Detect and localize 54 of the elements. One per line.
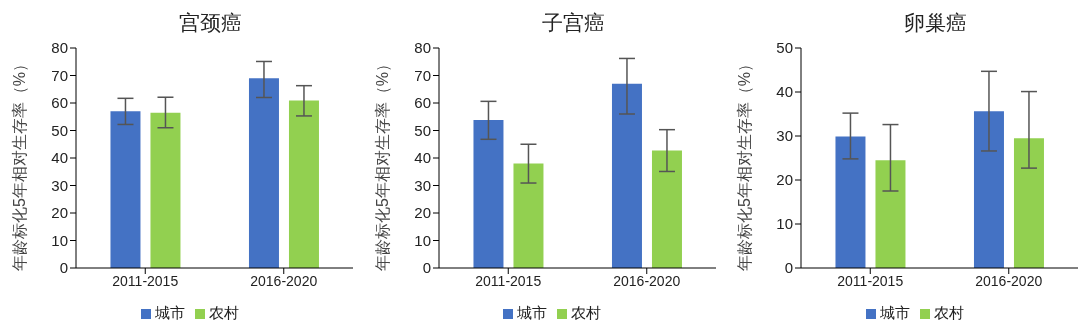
y-axis-title: 年龄标化5年相对生存率（%）: [10, 55, 30, 271]
bar: [875, 160, 906, 268]
y-tick-label: 10: [413, 231, 431, 249]
bar: [472, 120, 503, 268]
bar: [150, 112, 181, 268]
bar: [611, 83, 642, 268]
y-tick-label: 20: [776, 171, 793, 189]
y-tick-label: 50: [413, 121, 431, 139]
legend-label: 城市: [879, 304, 910, 321]
x-tick-label: 2011-2015: [112, 272, 179, 289]
y-tick-label: 60: [51, 94, 68, 112]
y-tick-label: 70: [413, 66, 431, 84]
y-tick-label: 50: [776, 39, 793, 57]
legend-label: 农村: [933, 304, 964, 321]
y-tick-label: 30: [51, 176, 68, 194]
y-tick-label: 80: [413, 39, 431, 57]
legend-label: 城市: [154, 304, 185, 321]
y-tick-label: 80: [51, 39, 68, 57]
bar: [835, 136, 866, 268]
legend-label: 农村: [571, 304, 601, 321]
y-tick-label: 10: [776, 215, 793, 233]
bar: [651, 150, 682, 268]
chart-title: 宫颈癌: [178, 10, 243, 36]
y-tick-label: 40: [413, 149, 431, 167]
y-tick-label: 70: [51, 66, 68, 84]
bar: [110, 111, 141, 268]
y-tick-label: 0: [422, 259, 431, 277]
y-tick-label: 50: [51, 121, 68, 139]
legend-label: 城市: [517, 304, 547, 321]
y-tick-label: 30: [413, 176, 431, 194]
x-tick-label: 2016-2020: [250, 272, 318, 289]
bar: [1013, 138, 1044, 268]
y-tick-label: 0: [784, 259, 793, 277]
y-tick-label: 0: [59, 259, 68, 277]
x-tick-label: 2016-2020: [975, 272, 1043, 289]
y-axis-title: 年龄标化5年相对生存率（%）: [373, 55, 392, 271]
y-tick-label: 30: [776, 127, 793, 145]
x-tick-label: 2011-2015: [474, 272, 541, 289]
y-tick-label: 10: [51, 231, 68, 249]
y-tick-label: 60: [413, 94, 431, 112]
x-tick-label: 2016-2020: [612, 272, 680, 289]
y-tick-label: 40: [51, 149, 68, 167]
y-tick-label: 20: [51, 204, 68, 222]
bar: [512, 163, 543, 268]
x-tick-label: 2011-2015: [837, 272, 904, 289]
chart-title: 卵巢癌: [903, 10, 968, 36]
legend-label: 农村: [208, 304, 239, 321]
chart-title: 子宫癌: [540, 10, 606, 36]
y-axis-title: 年龄标化5年相对生存率（%）: [735, 55, 755, 271]
y-tick-label: 40: [776, 83, 793, 101]
bar: [973, 111, 1004, 268]
bar: [288, 100, 319, 268]
bar: [248, 78, 279, 268]
y-tick-label: 20: [413, 204, 431, 222]
